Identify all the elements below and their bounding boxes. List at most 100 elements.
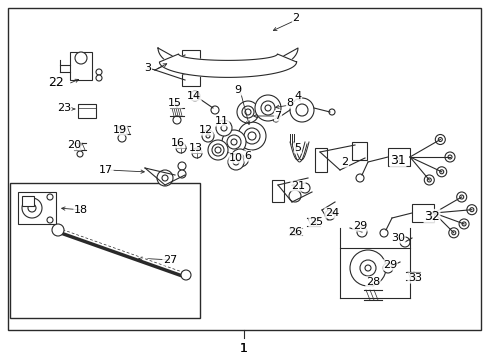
Circle shape	[118, 134, 126, 142]
Circle shape	[215, 147, 221, 153]
Circle shape	[207, 140, 227, 160]
Circle shape	[237, 101, 259, 123]
Text: 33: 33	[407, 273, 421, 283]
Circle shape	[247, 132, 256, 140]
Text: 20: 20	[67, 140, 81, 150]
Text: 6: 6	[244, 151, 251, 161]
Text: 16: 16	[171, 138, 184, 148]
Circle shape	[157, 170, 173, 186]
Circle shape	[162, 175, 168, 181]
Text: 13: 13	[189, 143, 203, 153]
Bar	[70, 52, 92, 80]
Circle shape	[382, 263, 392, 273]
Text: 7: 7	[274, 111, 281, 121]
Text: 14: 14	[186, 91, 201, 101]
Polygon shape	[158, 48, 297, 76]
Bar	[10, 183, 200, 318]
Circle shape	[254, 95, 281, 121]
Circle shape	[178, 170, 185, 178]
Bar	[18, 192, 56, 224]
Circle shape	[451, 231, 455, 235]
Circle shape	[355, 174, 363, 182]
Circle shape	[261, 101, 274, 115]
Circle shape	[232, 159, 239, 165]
Circle shape	[299, 183, 309, 193]
Text: 19: 19	[113, 125, 127, 135]
Circle shape	[447, 155, 451, 159]
Text: 24: 24	[324, 208, 339, 218]
Text: 1: 1	[240, 342, 247, 355]
Circle shape	[325, 210, 334, 220]
Circle shape	[205, 134, 209, 138]
Text: 32: 32	[423, 210, 439, 222]
Text: 18: 18	[74, 205, 88, 215]
Circle shape	[230, 139, 237, 145]
Text: 26: 26	[287, 227, 302, 237]
Circle shape	[328, 109, 334, 115]
Text: 27: 27	[163, 255, 177, 265]
Bar	[271, 180, 284, 202]
Circle shape	[288, 190, 301, 202]
Circle shape	[242, 106, 253, 118]
Text: 2: 2	[292, 13, 299, 23]
Text: 28: 28	[365, 277, 379, 287]
Circle shape	[448, 228, 458, 238]
Circle shape	[459, 195, 463, 199]
Circle shape	[356, 227, 366, 237]
Circle shape	[227, 154, 244, 170]
Circle shape	[437, 138, 442, 141]
Circle shape	[181, 270, 191, 280]
Circle shape	[364, 265, 370, 271]
Polygon shape	[159, 54, 296, 77]
Bar	[314, 148, 326, 172]
Text: 29: 29	[352, 221, 366, 231]
Circle shape	[96, 75, 102, 81]
Circle shape	[77, 151, 83, 157]
Circle shape	[295, 104, 307, 116]
Circle shape	[349, 250, 385, 286]
Circle shape	[178, 162, 185, 170]
Circle shape	[424, 175, 433, 185]
Text: 30: 30	[390, 233, 404, 243]
Circle shape	[52, 224, 64, 236]
Text: 11: 11	[215, 116, 228, 126]
Bar	[78, 104, 96, 118]
Text: 2: 2	[341, 157, 348, 167]
Circle shape	[47, 217, 53, 223]
Text: 9: 9	[234, 85, 241, 95]
Text: 25: 25	[308, 217, 323, 227]
Circle shape	[434, 135, 445, 144]
Text: 29: 29	[382, 260, 396, 270]
Circle shape	[264, 105, 270, 111]
Circle shape	[238, 122, 265, 150]
Text: 21: 21	[290, 181, 305, 191]
Circle shape	[272, 116, 279, 122]
Circle shape	[359, 260, 375, 276]
Circle shape	[75, 52, 87, 64]
Text: 22: 22	[48, 77, 64, 90]
Text: 12: 12	[199, 125, 213, 135]
Text: 5: 5	[294, 143, 301, 153]
Text: 17: 17	[99, 165, 113, 175]
Circle shape	[458, 219, 468, 229]
Circle shape	[176, 143, 185, 153]
Circle shape	[469, 208, 473, 212]
Bar	[182, 74, 200, 86]
Circle shape	[230, 149, 248, 167]
Circle shape	[244, 128, 260, 144]
Circle shape	[212, 144, 224, 156]
Circle shape	[461, 222, 465, 226]
Text: 4: 4	[294, 91, 301, 101]
Text: 3: 3	[144, 63, 151, 73]
Circle shape	[221, 125, 226, 131]
Bar	[411, 204, 433, 222]
Circle shape	[399, 237, 409, 247]
Circle shape	[202, 130, 214, 142]
Circle shape	[466, 205, 476, 215]
Circle shape	[456, 192, 466, 202]
Text: 23: 23	[57, 103, 71, 113]
Circle shape	[289, 98, 313, 122]
Circle shape	[444, 152, 454, 162]
Text: 15: 15	[168, 98, 182, 108]
Circle shape	[96, 69, 102, 75]
